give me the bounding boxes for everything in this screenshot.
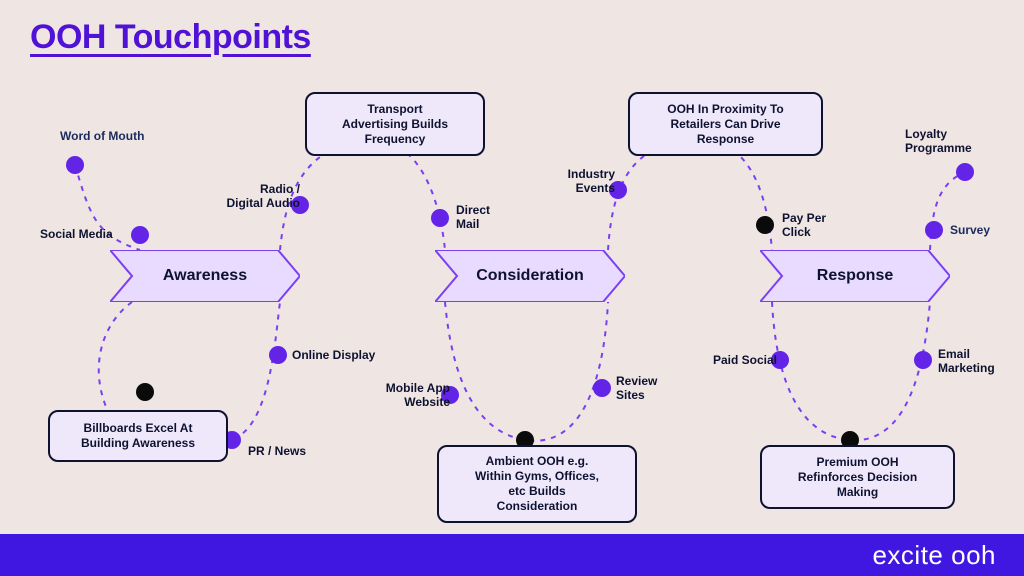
label-mobile-app: Mobile AppWebsite [365, 382, 450, 410]
touchpoint-loyalty [956, 163, 974, 181]
touchpoint-survey [925, 221, 943, 239]
diagram-canvas: OOH Touchpoints Awareness Consideration Re… [0, 0, 1024, 576]
label-radio-audio: Radio /Digital Audio [210, 183, 300, 211]
page-title: OOH Touchpoints [30, 18, 311, 57]
touchpoint-social-media [131, 226, 149, 244]
stage-consideration: Consideration [435, 250, 625, 302]
callout-3: OOH In Proximity ToRetailers Can DriveRe… [628, 92, 823, 156]
footer-brand: excite ooh [872, 540, 996, 571]
callout-1: TransportAdvertising BuildsFrequency [305, 92, 485, 156]
touchpoint-word-of-mouth [66, 156, 84, 174]
footer-bar: excite ooh [0, 534, 1024, 576]
label-industry-events: IndustryEvents [555, 168, 615, 196]
callout-2: Ambient OOH e.g.Within Gyms, Offices,etc… [437, 445, 637, 523]
label-word-of-mouth: Word of Mouth [60, 130, 180, 144]
label-pay-per-click: Pay PerClick [782, 212, 852, 240]
touchpoint-review-sites [593, 379, 611, 397]
label-loyalty: LoyaltyProgramme [905, 128, 1005, 156]
label-paid-social: Paid Social [697, 354, 777, 368]
label-survey: Survey [950, 224, 1010, 238]
label-direct-mail: DirectMail [456, 204, 516, 232]
touchpoint-direct-mail [431, 209, 449, 227]
callout-4: Premium OOHRefinforces DecisionMaking [760, 445, 955, 509]
stage-response: Response [760, 250, 950, 302]
label-review-sites: ReviewSites [616, 375, 686, 403]
label-online-display: Online Display [292, 349, 402, 363]
stage-awareness: Awareness [110, 250, 300, 302]
label-social-media: Social Media [40, 228, 130, 242]
touchpoint-pay-per-click [756, 216, 774, 234]
touchpoint-email-marketing [914, 351, 932, 369]
touchpoint-billboards [136, 383, 154, 401]
label-email-marketing: EmailMarketing [938, 348, 1018, 376]
label-pr-news: PR / News [248, 445, 328, 459]
callout-0: Billboards Excel AtBuilding Awareness [48, 410, 228, 462]
touchpoint-online-display [269, 346, 287, 364]
